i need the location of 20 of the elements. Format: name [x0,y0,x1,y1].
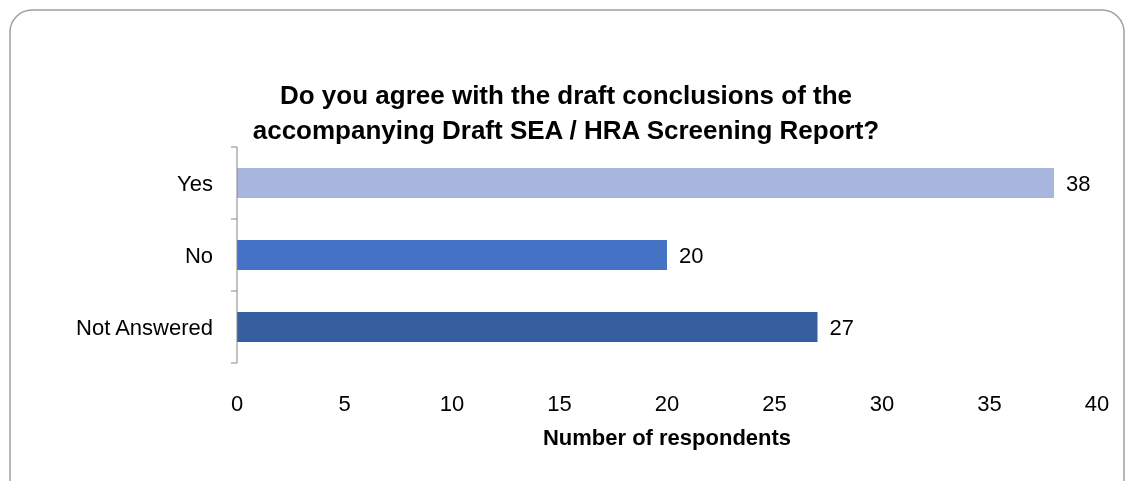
chart-title: Do you agree with the draft conclusions of the accompanying Draft SEA / HRA Screening Report? [252,80,880,145]
data-label: 27 [829,314,854,340]
x-axis-title: Number of respondents [542,425,792,450]
x-tick-label: 35 [977,391,1002,416]
y-tick-label: Not Answered [76,314,213,340]
x-tick-label: 0 [230,391,244,416]
x-tick-label: 20 [654,391,680,416]
x-tick-label: 5 [338,391,351,416]
bar [237,240,667,270]
bar [237,168,1054,198]
y-tick-label: Yes [177,170,213,196]
x-tick-label: 25 [762,391,787,416]
x-tick-label: 30 [869,391,895,416]
x-tick-label: 40 [1084,391,1110,416]
x-tick-label: 15 [547,391,572,416]
x-tick-label: 10 [439,391,465,416]
data-label: 20 [679,242,704,268]
data-label: 38 [1066,170,1091,196]
bar [237,312,818,342]
y-tick-label: No [184,242,213,268]
